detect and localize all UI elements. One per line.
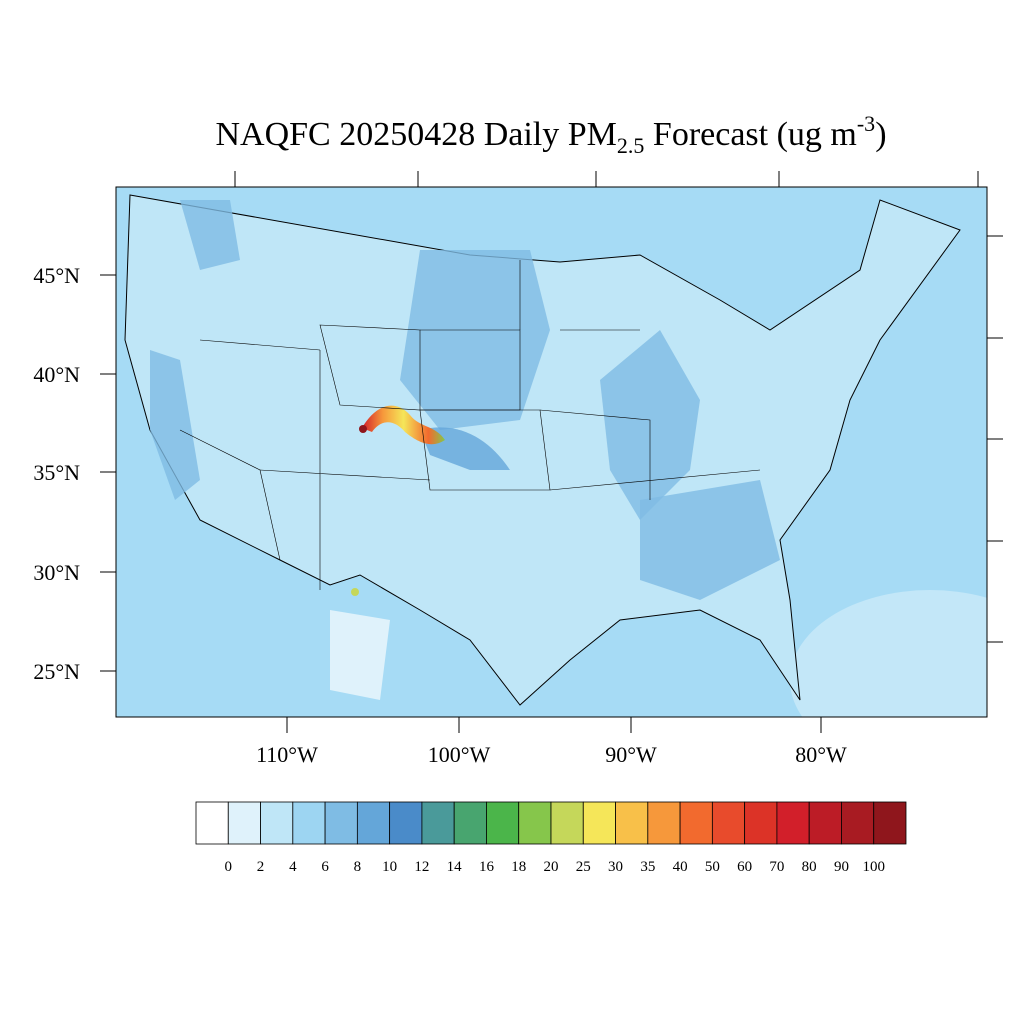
lon-label: 80°W (795, 742, 847, 767)
colorbar-label: 6 (321, 859, 329, 875)
colorbar-label: 100 (862, 859, 885, 875)
colorbar-label: 4 (289, 859, 297, 875)
colorbar-box (550, 801, 584, 845)
lat-label: 30°N (33, 560, 80, 585)
colorbar-box (227, 801, 261, 845)
colorbar-box (486, 801, 520, 845)
colorbar-label: 25 (576, 859, 591, 875)
colorbar-label: 12 (414, 859, 429, 875)
colorbar-box (647, 801, 681, 845)
colorbar-box (808, 801, 842, 845)
colorbar-box (356, 801, 391, 845)
title-text: Forecast (ug m (644, 116, 856, 153)
map (116, 187, 987, 717)
colorbar-label: 80 (802, 859, 817, 875)
title-subscript: 2.5 (617, 133, 645, 158)
title-superscript: -3 (857, 111, 875, 136)
colorbar-box (744, 801, 778, 845)
colorbar-box (389, 801, 423, 845)
lon-label: 90°W (605, 742, 657, 767)
title-text: NAQFC 20250428 Daily PM (215, 116, 616, 153)
colorbar-label: 0 (225, 859, 233, 875)
colorbar-label: 35 (640, 859, 655, 875)
colorbar-label: 40 (673, 859, 688, 875)
lon-label: 100°W (428, 742, 491, 767)
colorbar-box (776, 801, 810, 845)
colorbar-label: 8 (354, 859, 362, 875)
colorbar-label: 70 (769, 859, 784, 875)
colorbar-box (615, 801, 649, 845)
colorbar-label: 18 (511, 859, 526, 875)
colorbar-box (324, 801, 358, 845)
colorbar-box (679, 801, 713, 845)
colorbar-box (873, 801, 907, 845)
colorbar-box (841, 801, 875, 845)
lon-label: 110°W (256, 742, 318, 767)
colorbar-label: 30 (608, 859, 623, 875)
colorbar-label: 90 (834, 859, 849, 875)
colorbar-label: 60 (737, 859, 752, 875)
title: NAQFC 20250428 Daily PM2.5 Forecast (ug … (215, 111, 886, 158)
lat-label: 45°N (33, 263, 80, 288)
colorbar-box (195, 801, 229, 845)
colorbar-box (582, 801, 616, 845)
colorbar-label: 16 (479, 859, 495, 875)
colorbar-label: 2 (257, 859, 265, 875)
colorbar-label: 14 (447, 859, 463, 875)
map-frame (115, 186, 988, 718)
colorbar-label: 50 (705, 859, 720, 875)
lat-label: 40°N (33, 362, 80, 387)
colorbar-box (260, 801, 294, 845)
colorbar-box (453, 801, 487, 845)
colorbar-label: 20 (544, 859, 559, 875)
title-text: ) (875, 116, 886, 153)
colorbar-box (711, 801, 746, 845)
colorbar-box (421, 801, 455, 845)
colorbar-box (292, 801, 326, 845)
colorbar-label: 10 (382, 859, 397, 875)
colorbar-box (518, 801, 552, 845)
lat-label: 25°N (33, 659, 80, 684)
lat-label: 35°N (33, 460, 80, 485)
